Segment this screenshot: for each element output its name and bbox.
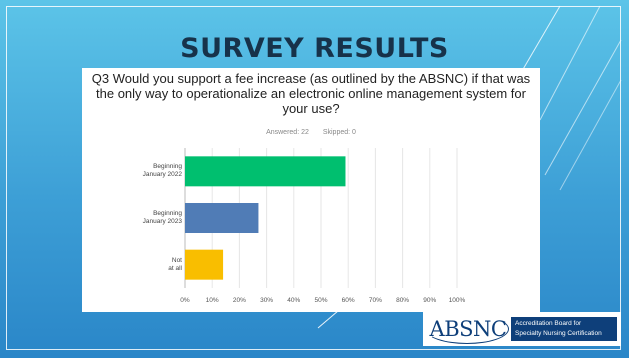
slide-frame <box>6 6 621 350</box>
logo-mark: ABSNC <box>429 317 507 341</box>
x-tick-label: 90% <box>423 297 437 304</box>
x-tick-label: 30% <box>260 297 274 304</box>
x-tick-label: 60% <box>341 297 355 304</box>
survey-question: Q3 Would you support a fee increase (as … <box>91 71 531 116</box>
x-tick-label: 40% <box>287 297 301 304</box>
logo-tagline: Accreditation Board for Specialty Nursin… <box>511 317 617 341</box>
response-stats: Answered: 22 Skipped: 0 <box>82 129 540 136</box>
x-tick-label: 10% <box>205 297 219 304</box>
bar-chart <box>184 148 458 288</box>
slide-title: SURVEY RESULTS <box>180 33 449 64</box>
category-label: Beginning January 2022 <box>142 163 182 179</box>
x-tick-label: 20% <box>232 297 246 304</box>
x-tick-label: 70% <box>368 297 382 304</box>
logo-line-2: Specialty Nursing Certification <box>515 330 602 337</box>
logo-line-1: Accreditation Board for <box>515 320 582 327</box>
bar-1 <box>185 203 259 233</box>
skipped-count: Skipped: 0 <box>322 129 356 136</box>
survey-card: Q3 Would you support a fee increase (as … <box>82 68 540 312</box>
x-tick-label: 80% <box>396 297 410 304</box>
bar-2 <box>185 249 224 280</box>
category-label: Beginning January 2023 <box>142 210 182 225</box>
x-tick-label: 50% <box>314 297 328 304</box>
logo-swoosh <box>425 314 509 344</box>
x-tick-label: 0% <box>180 297 190 304</box>
x-tick-label: 100% <box>448 297 466 304</box>
bar-0 <box>185 156 346 187</box>
absnc-logo: ABSNC Accreditation Board for Specialty … <box>423 312 621 346</box>
answered-count: Answered: 22 <box>266 129 309 136</box>
category-label: Not at all <box>168 256 182 272</box>
